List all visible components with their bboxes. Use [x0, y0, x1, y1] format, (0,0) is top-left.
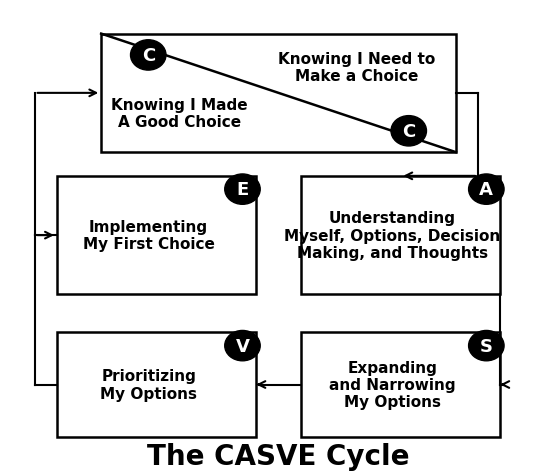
Circle shape [130, 40, 166, 71]
Circle shape [468, 175, 504, 205]
Circle shape [391, 116, 427, 147]
Circle shape [224, 175, 260, 205]
FancyBboxPatch shape [101, 35, 456, 153]
Text: Knowing I Need to
Make a Choice: Knowing I Need to Make a Choice [278, 51, 435, 84]
Text: S: S [480, 337, 493, 355]
Text: A: A [480, 181, 494, 198]
Circle shape [468, 331, 504, 361]
Text: Knowing I Made
A Good Choice: Knowing I Made A Good Choice [111, 98, 247, 130]
Text: C: C [141, 47, 155, 65]
Text: E: E [236, 181, 248, 198]
Text: C: C [402, 122, 416, 140]
FancyBboxPatch shape [301, 177, 500, 295]
FancyBboxPatch shape [57, 177, 256, 295]
Text: Understanding
Myself, Options, Decision
Making, and Thoughts: Understanding Myself, Options, Decision … [284, 211, 501, 260]
Text: Expanding
and Narrowing
My Options: Expanding and Narrowing My Options [329, 360, 456, 409]
Circle shape [224, 331, 260, 361]
Text: The CASVE Cycle: The CASVE Cycle [147, 442, 410, 470]
FancyBboxPatch shape [301, 333, 500, 437]
Text: V: V [236, 337, 250, 355]
Text: Prioritizing
My Options: Prioritizing My Options [100, 368, 197, 401]
Text: Implementing
My First Choice: Implementing My First Choice [82, 219, 214, 252]
FancyBboxPatch shape [57, 333, 256, 437]
